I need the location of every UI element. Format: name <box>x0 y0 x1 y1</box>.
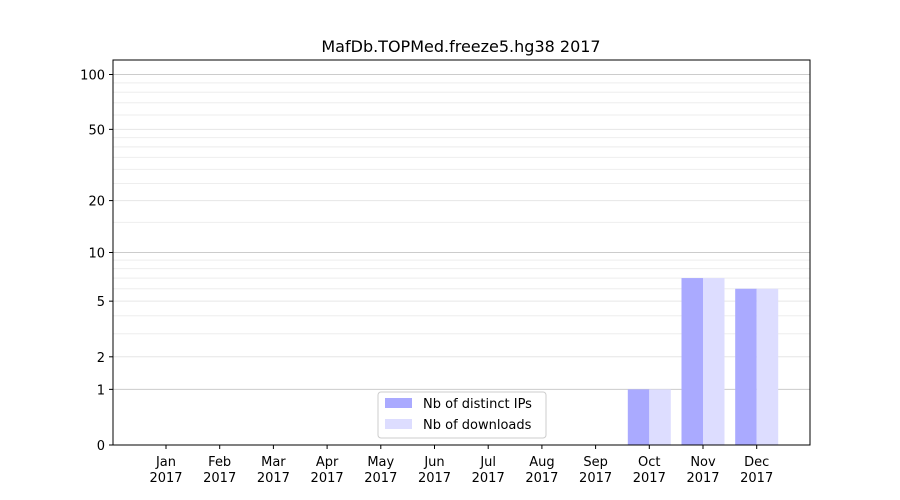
x-tick-label-month: Mar <box>261 455 286 470</box>
x-tick-label-year: 2017 <box>525 471 558 486</box>
x-tick-label-year: 2017 <box>257 471 290 486</box>
bar-downloads <box>649 389 671 445</box>
x-tick-label-month: Nov <box>690 455 716 470</box>
x-tick-label-month: Feb <box>208 455 231 470</box>
x-tick-label-year: 2017 <box>579 471 612 486</box>
bar-downloads <box>703 278 725 445</box>
grid-lines <box>113 74 810 390</box>
x-tick-label-month: May <box>367 455 394 470</box>
bar-distinct-ips <box>681 278 703 445</box>
legend-swatch-downloads <box>385 419 412 429</box>
bar-downloads <box>756 288 779 445</box>
x-tick-label-month: Oct <box>638 455 660 470</box>
x-tick-label-year: 2017 <box>364 471 397 486</box>
x-tick-label-month: Jun <box>423 455 444 470</box>
y-tick-label: 1 <box>97 383 105 398</box>
x-tick-label-year: 2017 <box>472 471 505 486</box>
x-tick-label-month: Jul <box>479 455 496 470</box>
legend-label-distinct-ips: Nb of distinct IPs <box>423 397 532 412</box>
y-axis-ticks: 0 1 2 5 10 20 50 100 <box>80 69 113 454</box>
x-tick-label-year: 2017 <box>418 471 451 486</box>
bar-distinct-ips <box>627 389 650 445</box>
y-tick-label: 20 <box>88 195 105 210</box>
x-tick-label-month: Aug <box>529 455 554 470</box>
x-tick-label-month: Sep <box>583 455 608 470</box>
legend-label-downloads: Nb of downloads <box>423 418 532 433</box>
x-tick-label-month: Apr <box>316 455 339 470</box>
y-tick-label: 2 <box>97 351 105 366</box>
y-tick-label: 10 <box>88 247 105 262</box>
x-tick-label-month: Jan <box>155 455 176 470</box>
legend: Nb of distinct IPs Nb of downloads <box>377 391 547 439</box>
x-tick-label-month: Dec <box>744 455 769 470</box>
x-tick-label-year: 2017 <box>740 471 773 486</box>
x-tick-label-year: 2017 <box>633 471 666 486</box>
x-axis-ticks: Jan2017Feb2017Mar2017Apr2017May2017Jun20… <box>149 445 773 486</box>
chart-title: MafDb.TOPMed.freeze5.hg38 2017 <box>321 37 600 56</box>
bar-distinct-ips <box>735 288 757 445</box>
y-tick-label: 50 <box>88 123 105 138</box>
x-tick-label-year: 2017 <box>311 471 344 486</box>
x-tick-label-year: 2017 <box>149 471 182 486</box>
x-tick-label-year: 2017 <box>686 471 719 486</box>
legend-swatch-distinct-ips <box>385 398 412 408</box>
legend-box <box>377 391 547 439</box>
x-tick-label-year: 2017 <box>203 471 236 486</box>
bars <box>627 278 779 445</box>
y-tick-label: 0 <box>97 439 105 454</box>
y-tick-label: 100 <box>80 69 105 84</box>
y-tick-label: 5 <box>97 295 105 310</box>
